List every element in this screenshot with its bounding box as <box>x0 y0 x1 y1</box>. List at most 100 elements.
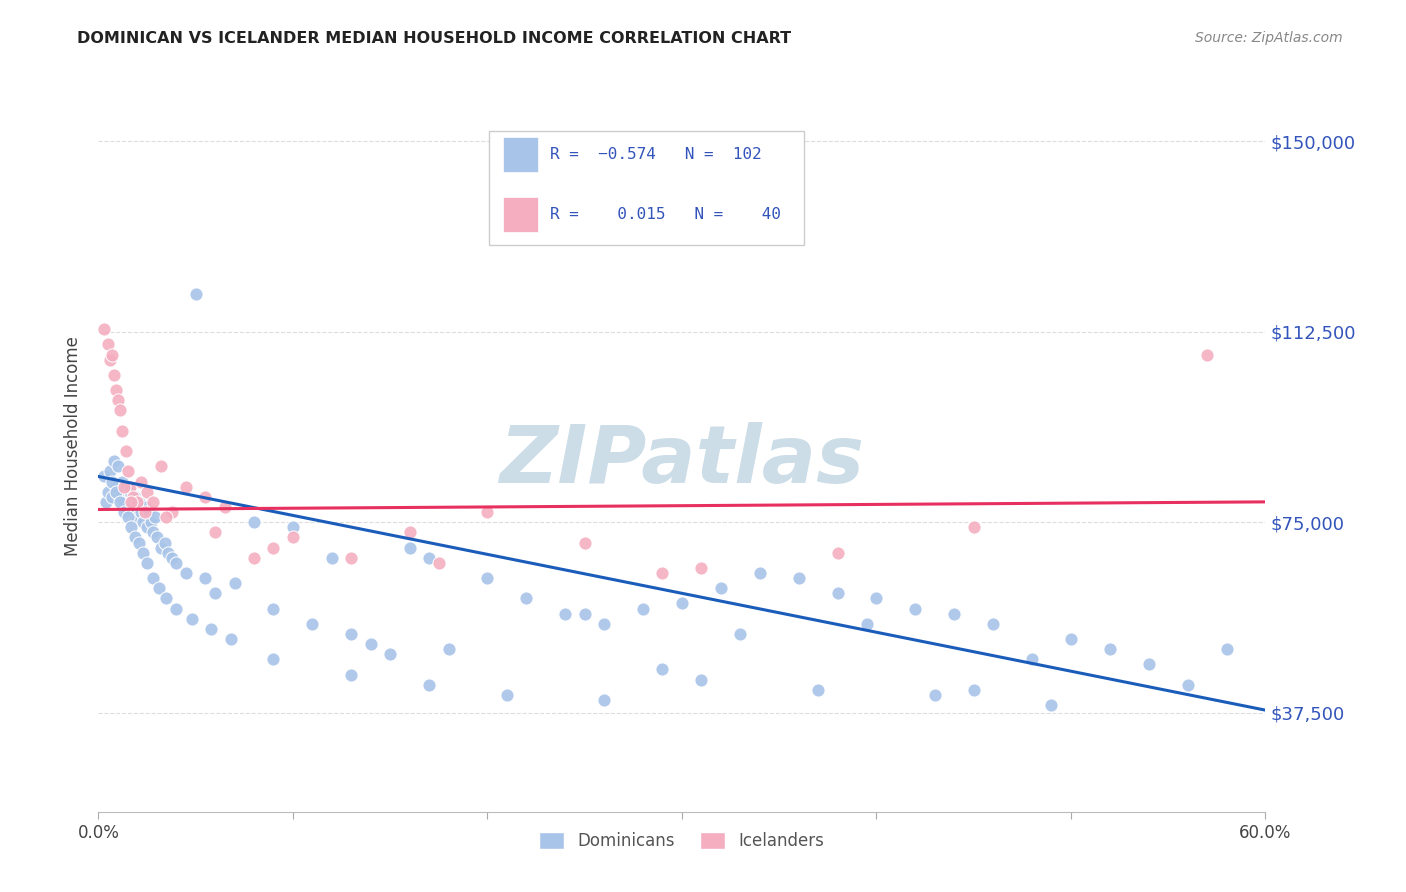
Point <box>165 601 187 615</box>
Point <box>204 586 226 600</box>
Point <box>142 525 165 540</box>
Point <box>180 612 202 626</box>
Point <box>340 550 363 565</box>
Point <box>103 454 125 468</box>
Point <box>127 510 149 524</box>
Point <box>496 688 519 702</box>
Point <box>104 480 127 494</box>
Point <box>398 541 420 555</box>
Point <box>962 682 984 697</box>
Point <box>174 566 197 580</box>
Point <box>200 622 222 636</box>
Point <box>1215 642 1237 657</box>
Point <box>104 484 127 499</box>
Point <box>787 571 810 585</box>
Point <box>924 688 946 702</box>
Point <box>101 475 124 489</box>
Point <box>121 495 143 509</box>
Point <box>121 495 143 509</box>
Point <box>1040 698 1063 712</box>
Point <box>418 550 440 565</box>
Y-axis label: Median Household Income: Median Household Income <box>65 336 83 556</box>
Point <box>748 566 770 580</box>
Point <box>97 484 120 499</box>
Point <box>1177 678 1199 692</box>
Point <box>574 535 596 549</box>
Point <box>117 510 139 524</box>
Point <box>108 495 131 509</box>
Point <box>121 520 143 534</box>
Point <box>360 637 382 651</box>
Point <box>194 571 217 585</box>
Point <box>114 480 136 494</box>
Point <box>149 459 172 474</box>
Point <box>98 464 121 478</box>
Point <box>427 556 450 570</box>
Point <box>515 591 537 606</box>
Point <box>165 556 187 570</box>
Point <box>477 505 499 519</box>
Point <box>174 480 197 494</box>
Point <box>593 693 616 707</box>
Point <box>117 500 139 514</box>
Point <box>136 520 159 534</box>
Point <box>103 368 125 382</box>
Point <box>153 535 176 549</box>
Point <box>112 505 135 519</box>
FancyBboxPatch shape <box>489 131 804 244</box>
Point <box>118 484 141 499</box>
Point <box>101 490 124 504</box>
Text: R =  −0.574   N =  102: R = −0.574 N = 102 <box>550 146 762 161</box>
Point <box>574 607 596 621</box>
Point <box>281 530 304 544</box>
Point <box>651 663 673 677</box>
Point <box>157 546 180 560</box>
Point <box>136 484 159 499</box>
Point <box>128 495 150 509</box>
Point <box>184 286 207 301</box>
Point <box>117 464 139 478</box>
Point <box>118 480 141 494</box>
Point <box>122 490 145 504</box>
Point <box>129 475 152 489</box>
Point <box>962 520 984 534</box>
Point <box>134 500 156 514</box>
Point <box>194 490 217 504</box>
Point <box>418 678 440 692</box>
Point <box>437 642 460 657</box>
Point <box>690 561 713 575</box>
Point <box>101 347 124 362</box>
Point <box>107 393 129 408</box>
Point <box>104 383 127 397</box>
Point <box>710 581 733 595</box>
Point <box>98 352 121 367</box>
Point <box>107 459 129 474</box>
Point <box>149 541 172 555</box>
Point <box>1137 657 1160 672</box>
Text: Source: ZipAtlas.com: Source: ZipAtlas.com <box>1195 31 1343 45</box>
Point <box>262 652 284 666</box>
Point <box>162 550 184 565</box>
Point <box>146 530 169 544</box>
Point <box>214 500 236 514</box>
Point <box>128 535 150 549</box>
Point <box>132 515 155 529</box>
Point <box>593 616 616 631</box>
Point <box>97 337 120 351</box>
Point <box>1021 652 1043 666</box>
Point <box>143 510 166 524</box>
Point <box>262 601 284 615</box>
Point <box>651 566 673 580</box>
Point <box>124 530 146 544</box>
Point <box>340 627 363 641</box>
Point <box>96 495 118 509</box>
Point <box>1195 347 1218 362</box>
Point <box>108 490 131 504</box>
Point <box>243 515 266 529</box>
Point <box>281 520 304 534</box>
Point <box>127 495 149 509</box>
Point <box>112 495 135 509</box>
Point <box>112 480 135 494</box>
Point <box>262 541 284 555</box>
Point <box>981 616 1004 631</box>
